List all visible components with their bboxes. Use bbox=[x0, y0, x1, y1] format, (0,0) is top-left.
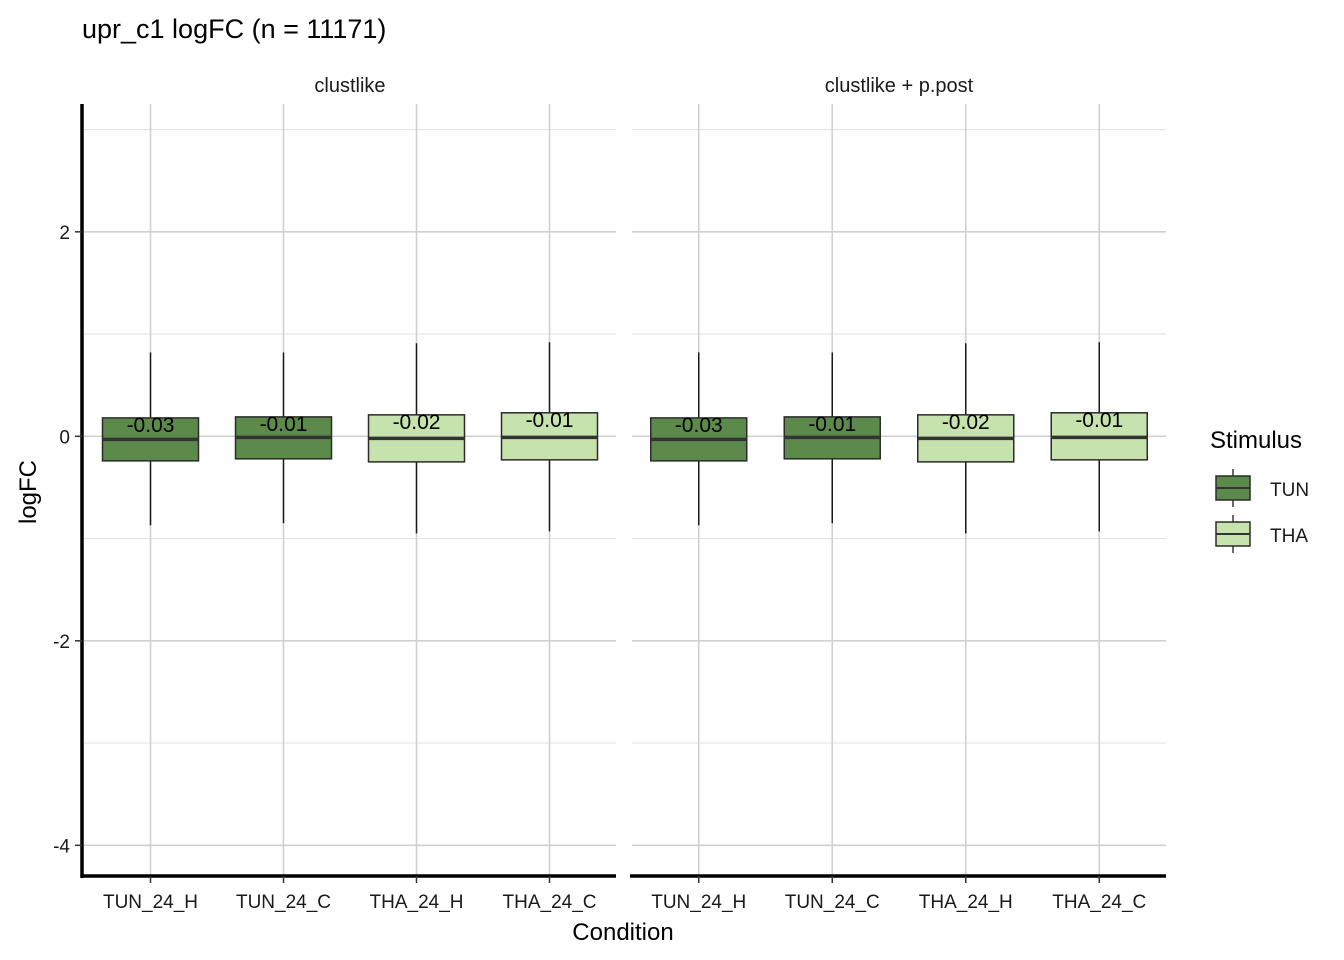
facet-panel: clustlike -0.03 -0.01 -0.02 -0.01 TUN_24_H TUN… bbox=[82, 75, 616, 913]
median-label: -0.01 bbox=[1075, 409, 1123, 432]
boxplot-tun-24-h: -0.03 bbox=[650, 352, 748, 526]
x-tick-label: TUN_24_C bbox=[785, 892, 880, 913]
legend: Stimulus TUN THA bbox=[1210, 427, 1309, 553]
median-label: -0.02 bbox=[393, 411, 441, 434]
y-axis-label: logFC bbox=[15, 460, 42, 524]
boxplot-tun-24-c: -0.01 bbox=[234, 352, 333, 524]
chart-title: upr_c1 logFC (n = 11171) bbox=[82, 14, 386, 44]
median-label: -0.01 bbox=[808, 413, 856, 436]
boxplot-tha-24-h: -0.02 bbox=[917, 343, 1015, 534]
facet-strip-label: clustlike bbox=[314, 75, 385, 97]
median-label: -0.02 bbox=[942, 411, 990, 434]
legend-entry-tun: TUN bbox=[1215, 469, 1309, 507]
y-tick-label: 0 bbox=[59, 427, 70, 448]
x-tick-label: THA_24_C bbox=[1052, 892, 1146, 913]
median-label: -0.01 bbox=[260, 413, 308, 436]
facet-panel: clustlike + p.post -0.03 -0.01 -0.02 -0.01 TU… bbox=[630, 75, 1166, 913]
x-tick-label: THA_24_C bbox=[503, 892, 597, 913]
median-label: -0.01 bbox=[526, 409, 574, 432]
boxplot-tha-24-c: -0.01 bbox=[1050, 342, 1148, 532]
x-tick-label: TUN_24_C bbox=[236, 892, 331, 913]
x-tick-label: TUN_24_H bbox=[651, 892, 746, 913]
legend-entry-label: TUN bbox=[1270, 480, 1309, 501]
x-axis-label: Condition bbox=[572, 919, 673, 946]
y-tick-label: -4 bbox=[53, 836, 70, 857]
x-tick-label: THA_24_H bbox=[919, 892, 1013, 913]
boxplot-tun-24-h: -0.03 bbox=[101, 352, 200, 526]
boxplot-tha-24-h: -0.02 bbox=[367, 343, 466, 534]
x-tick-label: THA_24_H bbox=[370, 892, 464, 913]
legend-title: Stimulus bbox=[1210, 427, 1302, 454]
median-label: -0.03 bbox=[127, 414, 175, 437]
facet-panels: clustlike -0.03 -0.01 -0.02 -0.01 TUN_24_H TUN… bbox=[53, 75, 1166, 913]
legend-entry-label: THA bbox=[1270, 526, 1308, 547]
facet-strip-label: clustlike + p.post bbox=[825, 75, 974, 97]
median-label: -0.03 bbox=[675, 414, 723, 437]
boxplot-tha-24-c: -0.01 bbox=[500, 342, 599, 532]
x-tick-label: TUN_24_H bbox=[103, 892, 198, 913]
y-tick-label: 2 bbox=[59, 223, 70, 244]
y-tick-label: -2 bbox=[53, 632, 70, 653]
legend-entry-tha: THA bbox=[1215, 515, 1308, 553]
boxplot-tun-24-c: -0.01 bbox=[783, 352, 881, 524]
